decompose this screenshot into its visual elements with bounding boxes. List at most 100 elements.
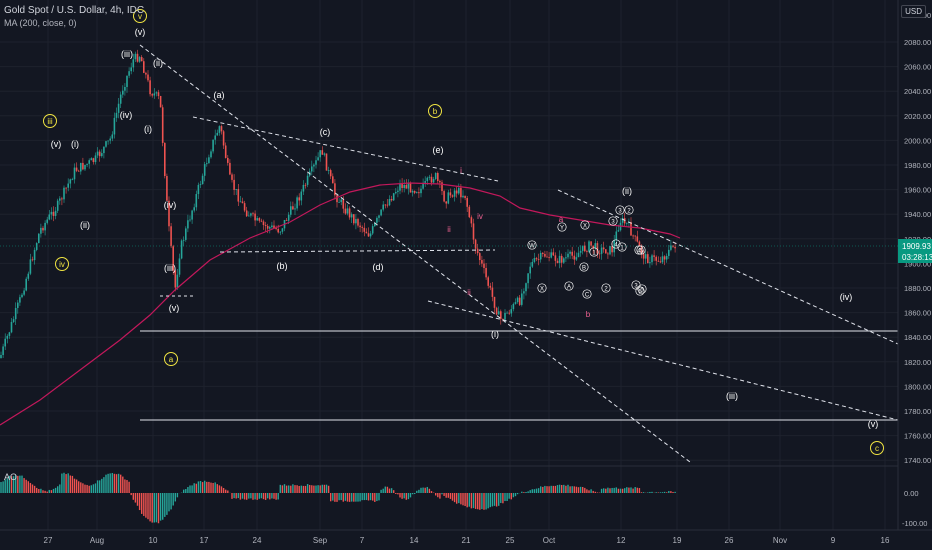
wave-label-circled: 3 <box>634 284 638 290</box>
candle-body <box>277 228 279 233</box>
ao-tick-neg100: -100.00 <box>902 519 927 528</box>
candle-body <box>550 252 552 258</box>
ao-bar <box>4 479 6 493</box>
candle-body <box>2 346 4 356</box>
ao-bar <box>69 475 71 493</box>
candle-body <box>105 141 107 147</box>
candle-body <box>449 192 452 196</box>
candle-body <box>367 233 370 237</box>
wave-label-white: (i) <box>491 329 499 339</box>
price-tick: 1940.00 <box>904 210 931 219</box>
candle-body <box>487 277 489 286</box>
candle-body <box>340 199 342 203</box>
ao-bar <box>162 493 164 520</box>
ao-bar <box>317 485 319 493</box>
ao-bar <box>0 482 2 493</box>
currency-badge[interactable]: USD <box>901 5 926 18</box>
ao-bar <box>61 473 63 493</box>
ao-bar <box>170 493 172 510</box>
candle-body <box>168 200 170 227</box>
ao-bar <box>600 488 603 493</box>
ao-bar <box>390 488 393 493</box>
ao-bar <box>365 493 368 501</box>
candle-body <box>4 338 6 347</box>
candle-body <box>451 195 454 197</box>
trendlines[interactable] <box>139 44 899 463</box>
ao-bar <box>500 493 502 503</box>
ao-bar <box>571 486 573 493</box>
candle-body <box>588 241 590 252</box>
elliott-wave-labels[interactable]: (v) (iii) (ii) (i) (iv) (v) (i) (ii) (a) (iv) (iii… <box>43 9 884 455</box>
ao-bar <box>395 493 397 494</box>
ao-bar <box>409 493 412 498</box>
ao-bar <box>216 484 218 493</box>
candle-body <box>287 214 290 221</box>
ma-indicator-label[interactable]: MA (200, close, 0) <box>4 18 77 28</box>
wave-label-white: (iv) <box>164 200 177 210</box>
ao-bar <box>565 485 567 493</box>
candle-body <box>231 174 233 180</box>
candle-body <box>626 222 628 224</box>
candle-body <box>474 239 477 249</box>
price-tick: 1880.00 <box>904 284 931 293</box>
candles <box>0 49 676 359</box>
ao-bar <box>485 493 487 510</box>
wave-label-white: (v) <box>169 303 180 313</box>
ao-bar <box>124 479 126 493</box>
ao-bar <box>493 493 496 506</box>
ao-bar <box>96 480 99 493</box>
time-tick: 9 <box>831 536 836 545</box>
ao-bar <box>422 487 424 493</box>
candle-body <box>241 201 244 204</box>
ao-bar <box>439 493 441 499</box>
ao-bar <box>313 485 315 493</box>
wave-label-pink: ii <box>447 225 451 234</box>
candle-body <box>390 199 393 201</box>
wave-circle-white <box>615 205 625 215</box>
wave-label-circled: 4 <box>614 243 618 249</box>
candle-body <box>558 255 561 263</box>
ao-bar <box>489 493 491 508</box>
candle-body <box>569 251 571 254</box>
candle-body <box>128 71 130 76</box>
candle-body <box>323 153 326 155</box>
ao-bar <box>418 489 420 493</box>
candle-body <box>630 222 632 236</box>
ao-bar <box>267 493 269 499</box>
candle-body <box>92 158 95 163</box>
ao-bar <box>573 486 575 493</box>
candle-body <box>642 253 645 259</box>
ao-bar <box>506 493 508 501</box>
candle-body <box>445 201 447 204</box>
candle-body <box>647 254 649 264</box>
ao-bar <box>210 482 212 493</box>
candle-body <box>407 183 410 189</box>
ao-bar <box>661 492 664 493</box>
ao-bar <box>185 489 187 493</box>
ao-bar <box>33 485 36 493</box>
price-tick: 1900.00 <box>904 259 931 268</box>
candle-body <box>23 290 25 295</box>
ao-bar <box>590 489 592 493</box>
candle-body <box>19 297 21 303</box>
ao-bar <box>468 493 470 507</box>
ao-bar <box>655 492 657 493</box>
candle-body <box>470 217 473 224</box>
ao-bar <box>430 491 433 493</box>
candle-body <box>271 225 273 228</box>
time-axis[interactable]: 27 Aug 10 17 24 Sep 7 14 21 25 Oct 12 19 26 Nov 9 16 <box>44 536 890 545</box>
price-axis[interactable]: 2080.00 2060.00 2040.00 2020.00 2000.00 1980.… <box>904 11 931 465</box>
candle-body <box>212 139 214 152</box>
ao-bar <box>57 486 59 493</box>
candle-body <box>98 151 101 157</box>
wave-label-white: (iv) <box>120 110 133 120</box>
candle-body <box>77 170 80 172</box>
ao-bar <box>309 484 311 493</box>
ao-bar <box>52 488 55 493</box>
wave-circle-white <box>537 283 547 293</box>
ao-indicator-label[interactable]: AO <box>4 472 18 482</box>
ao-bar <box>311 485 313 493</box>
ao-bar <box>231 493 233 499</box>
ao-bar <box>54 487 57 493</box>
